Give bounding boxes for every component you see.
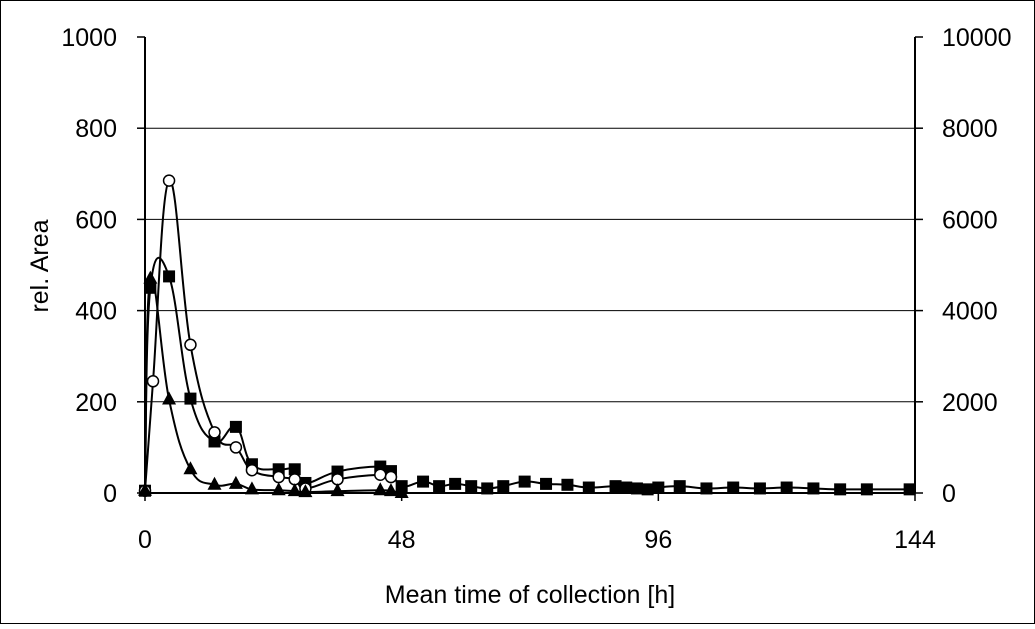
y2-tick-label: 8000 — [942, 115, 998, 143]
data-point-triangle — [394, 485, 409, 498]
data-point-circle — [245, 463, 259, 477]
y-tick-label: 600 — [75, 206, 117, 234]
gridlines — [145, 127, 915, 403]
data-point-square — [700, 482, 713, 495]
data-point-triangle — [162, 391, 177, 405]
y2-tick-label: 0 — [942, 480, 956, 508]
data-point-square — [449, 477, 462, 490]
data-point-circle — [384, 470, 398, 484]
axes: 0200400600800100002000400060008000100000… — [61, 24, 1011, 554]
y-tick-label: 400 — [75, 298, 117, 326]
data-point-square — [620, 481, 633, 494]
y2-tick-label: 10000 — [942, 24, 1012, 52]
y-tick-label: 1000 — [61, 24, 117, 52]
data-point-square — [184, 392, 197, 405]
data-point-square — [652, 481, 665, 494]
y2-tick-label: 2000 — [942, 389, 998, 417]
data-point-square — [753, 482, 766, 495]
data-point-triangle — [183, 461, 198, 475]
data-point-circle — [229, 441, 243, 454]
data-point-circle — [208, 426, 221, 439]
y-axis-label: rel. Area — [26, 219, 54, 312]
data-point-square — [417, 475, 430, 488]
x-tick-label: 144 — [894, 526, 936, 554]
data-point-square — [727, 481, 740, 494]
data-point-square — [582, 481, 595, 494]
data-point-circle — [288, 473, 301, 486]
data-point-triangle — [207, 476, 222, 490]
data-point-circle — [184, 338, 197, 352]
data-point-triangle — [228, 475, 243, 489]
data-point-square — [229, 420, 242, 433]
data-point-square — [630, 482, 643, 495]
y-tick-label: 200 — [75, 389, 117, 417]
data-point-triangle — [143, 270, 158, 284]
data-point-square — [481, 482, 494, 495]
data-point-square — [561, 478, 574, 491]
y-tick-label: 800 — [75, 115, 117, 143]
data-point-square — [780, 481, 793, 494]
data-point-circle — [162, 174, 176, 187]
x-tick-label: 0 — [138, 526, 152, 554]
data-point-square — [163, 270, 176, 283]
data-point-square — [497, 480, 510, 493]
data-point-square — [465, 480, 478, 493]
x-axis-label: Mean time of collection [h] — [385, 581, 675, 609]
y2-tick-label: 6000 — [942, 206, 998, 234]
data-point-square — [433, 480, 446, 493]
data-point-circle — [146, 375, 160, 388]
x-tick-label: 96 — [644, 526, 672, 554]
y-tick-label: 0 — [103, 480, 117, 508]
data-point-square — [673, 480, 686, 493]
data-point-triangle — [244, 481, 259, 495]
data-point-circle — [331, 473, 344, 486]
y2-tick-label: 4000 — [942, 298, 998, 326]
data-point-square — [518, 475, 531, 488]
data-point-square — [609, 480, 622, 493]
data-point-square — [540, 477, 553, 490]
data-point-square — [288, 463, 301, 476]
x-tick-label: 48 — [388, 526, 416, 554]
data-point-square — [807, 482, 820, 495]
data-point-circle — [374, 468, 387, 482]
data-point-circle — [272, 470, 285, 484]
